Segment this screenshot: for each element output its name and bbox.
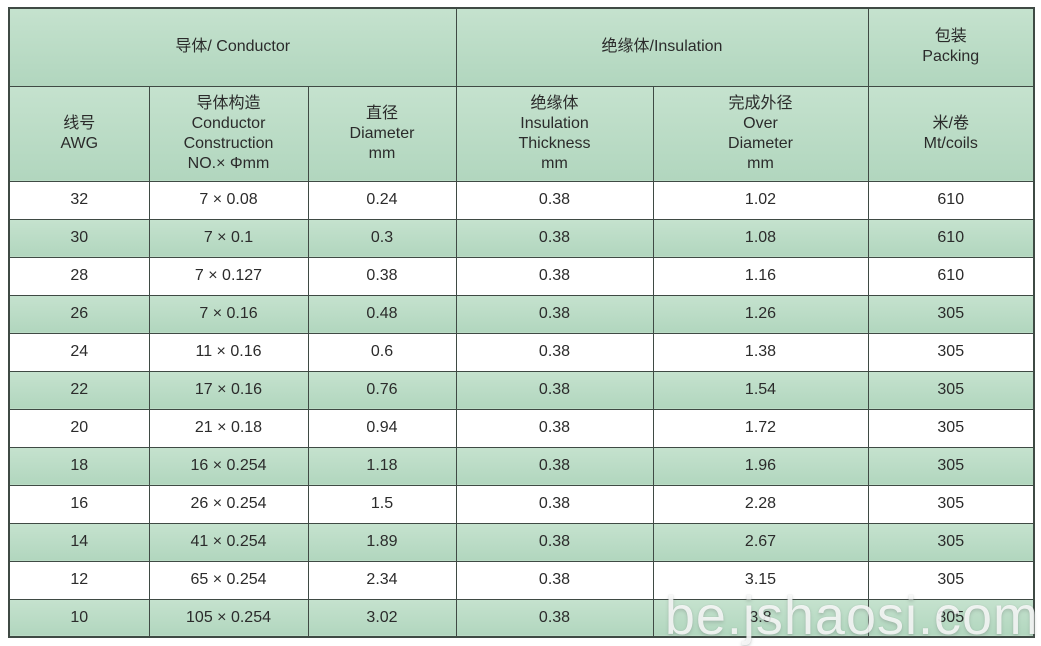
cell-conductor-construction: 7 × 0.16 [148,294,309,334]
cell-over-diameter: 1.26 [652,294,869,334]
cell-insulation-thickness: 0.38 [455,522,654,562]
cell-conductor-construction: 21 × 0.18 [148,408,309,448]
cell-conductor-construction: 41 × 0.254 [148,522,309,562]
cell-diameter: 1.5 [307,484,457,524]
group-header-row: 导体/ Conductor 绝缘体/Insulation 包装 Packing [8,7,1035,87]
cell-insulation-thickness: 0.38 [455,370,654,410]
table-row: 24 11 × 0.16 0.6 0.38 1.38 305 [8,332,1035,372]
cell-packing: 610 [867,256,1035,296]
cell-awg: 30 [8,218,150,258]
wire-spec-table: 导体/ Conductor 绝缘体/Insulation 包装 Packing … [8,7,1035,638]
table-row: 26 7 × 0.16 0.48 0.38 1.26 305 [8,294,1035,334]
column-header-awg: 线号 AWG [8,85,150,182]
cell-insulation-thickness: 0.38 [455,484,654,524]
cell-conductor-construction: 7 × 0.1 [148,218,309,258]
cell-diameter: 1.89 [307,522,457,562]
cell-diameter: 0.76 [307,370,457,410]
cell-insulation-thickness: 0.38 [455,560,654,600]
cell-packing: 610 [867,180,1035,220]
table-row: 32 7 × 0.08 0.24 0.38 1.02 610 [8,180,1035,220]
cell-packing: 305 [867,598,1035,638]
cell-conductor-construction: 65 × 0.254 [148,560,309,600]
cell-over-diameter: 1.16 [652,256,869,296]
cell-packing: 305 [867,522,1035,562]
cell-packing: 305 [867,332,1035,372]
cell-awg: 24 [8,332,150,372]
cell-awg: 32 [8,180,150,220]
cell-conductor-construction: 16 × 0.254 [148,446,309,486]
table-row: 22 17 × 0.16 0.76 0.38 1.54 305 [8,370,1035,410]
cell-packing: 305 [867,484,1035,524]
cell-diameter: 0.24 [307,180,457,220]
spec-table-container: 导体/ Conductor 绝缘体/Insulation 包装 Packing … [8,7,1035,638]
cell-insulation-thickness: 0.38 [455,256,654,296]
cell-insulation-thickness: 0.38 [455,218,654,258]
column-header-diameter: 直径 Diameter mm [307,85,457,182]
cell-packing: 305 [867,560,1035,600]
cell-packing: 305 [867,370,1035,410]
table-row: 28 7 × 0.127 0.38 0.38 1.16 610 [8,256,1035,296]
cell-diameter: 0.48 [307,294,457,334]
cell-insulation-thickness: 0.38 [455,180,654,220]
cell-awg: 28 [8,256,150,296]
cell-awg: 18 [8,446,150,486]
cell-insulation-thickness: 0.38 [455,598,654,638]
cell-insulation-thickness: 0.38 [455,408,654,448]
table-row: 14 41 × 0.254 1.89 0.38 2.67 305 [8,522,1035,562]
cell-awg: 20 [8,408,150,448]
cell-conductor-construction: 7 × 0.127 [148,256,309,296]
column-header-insulation-thickness: 绝缘体 Insulation Thickness mm [455,85,654,182]
table-row: 10 105 × 0.254 3.02 0.38 3.8 305 [8,598,1035,638]
cell-diameter: 1.18 [307,446,457,486]
cell-over-diameter: 1.72 [652,408,869,448]
cell-packing: 305 [867,408,1035,448]
group-header-conductor: 导体/ Conductor [8,7,457,87]
cell-diameter: 0.38 [307,256,457,296]
cell-diameter: 3.02 [307,598,457,638]
cell-over-diameter: 1.08 [652,218,869,258]
cell-packing: 305 [867,446,1035,486]
cell-over-diameter: 3.8 [652,598,869,638]
table-row: 18 16 × 0.254 1.18 0.38 1.96 305 [8,446,1035,486]
column-header-conductor-construction: 导体构造 Conductor Construction NO.× Φmm [148,85,309,182]
cell-over-diameter: 2.28 [652,484,869,524]
table-row: 12 65 × 0.254 2.34 0.38 3.15 305 [8,560,1035,600]
table-row: 30 7 × 0.1 0.3 0.38 1.08 610 [8,218,1035,258]
cell-insulation-thickness: 0.38 [455,332,654,372]
cell-over-diameter: 1.02 [652,180,869,220]
cell-diameter: 0.6 [307,332,457,372]
table-body: 32 7 × 0.08 0.24 0.38 1.02 610 30 7 × 0.1 0.3 0.3… [8,180,1035,638]
cell-conductor-construction: 7 × 0.08 [148,180,309,220]
cell-awg: 26 [8,294,150,334]
cell-awg: 22 [8,370,150,410]
cell-awg: 12 [8,560,150,600]
cell-over-diameter: 3.15 [652,560,869,600]
column-header-mt-coils: 米/卷 Mt/coils [867,85,1035,182]
cell-packing: 305 [867,294,1035,334]
cell-conductor-construction: 17 × 0.16 [148,370,309,410]
cell-awg: 10 [8,598,150,638]
table-row: 16 26 × 0.254 1.5 0.38 2.28 305 [8,484,1035,524]
column-header-row: 线号 AWG 导体构造 Conductor Construction NO.× … [8,85,1035,182]
cell-conductor-construction: 11 × 0.16 [148,332,309,372]
cell-conductor-construction: 26 × 0.254 [148,484,309,524]
column-header-over-diameter: 完成外径 Over Diameter mm [652,85,869,182]
cell-packing: 610 [867,218,1035,258]
cell-over-diameter: 1.38 [652,332,869,372]
cell-over-diameter: 2.67 [652,522,869,562]
cell-over-diameter: 1.54 [652,370,869,410]
group-header-insulation: 绝缘体/Insulation [455,7,869,87]
group-header-packing: 包装 Packing [867,7,1035,87]
cell-insulation-thickness: 0.38 [455,446,654,486]
cell-awg: 14 [8,522,150,562]
cell-diameter: 0.94 [307,408,457,448]
cell-over-diameter: 1.96 [652,446,869,486]
cell-diameter: 2.34 [307,560,457,600]
cell-awg: 16 [8,484,150,524]
cell-insulation-thickness: 0.38 [455,294,654,334]
cell-diameter: 0.3 [307,218,457,258]
table-row: 20 21 × 0.18 0.94 0.38 1.72 305 [8,408,1035,448]
cell-conductor-construction: 105 × 0.254 [148,598,309,638]
